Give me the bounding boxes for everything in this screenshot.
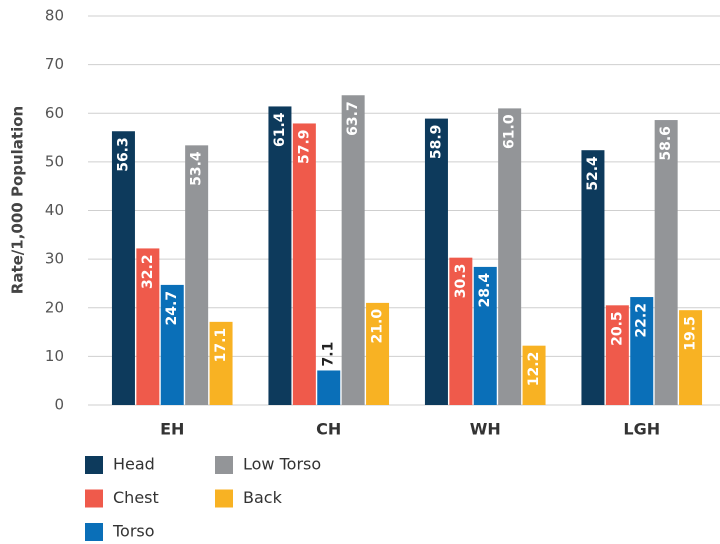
- bar: [268, 106, 292, 405]
- x-tick-label: WH: [470, 420, 501, 439]
- bar: [473, 266, 497, 405]
- value-label: 56.3: [115, 137, 131, 172]
- value-label: 58.6: [658, 126, 674, 161]
- value-label: 24.7: [164, 291, 180, 326]
- legend-label: Torso: [112, 522, 155, 541]
- value-label: 32.2: [140, 254, 156, 289]
- bar: [605, 305, 629, 405]
- value-label: 7.1: [321, 342, 337, 367]
- y-tick-label: 30: [45, 250, 64, 268]
- legend-swatch: [85, 523, 103, 541]
- bar: [136, 248, 160, 405]
- legend-label: Chest: [113, 488, 159, 507]
- value-label: 53.4: [189, 151, 205, 186]
- bar: [292, 123, 316, 406]
- y-tick-label: 20: [45, 298, 64, 316]
- x-tick-label: CH: [316, 420, 341, 439]
- value-label: 52.4: [585, 156, 601, 191]
- bar: [209, 321, 233, 405]
- bar: [160, 284, 184, 405]
- y-tick-label: 50: [45, 152, 64, 170]
- legend-swatch: [215, 489, 233, 508]
- value-label: 17.1: [213, 328, 229, 363]
- legend-label: Low Torso: [243, 455, 321, 474]
- value-label: 30.3: [453, 264, 469, 299]
- bar: [498, 108, 522, 405]
- x-tick-label: EH: [160, 420, 184, 439]
- bar: [449, 257, 473, 405]
- bar: [424, 118, 448, 405]
- x-tick-label: LGH: [623, 420, 660, 439]
- bar: [581, 150, 605, 405]
- bar: [185, 145, 209, 405]
- value-label: 21.0: [370, 309, 386, 344]
- bar: [522, 345, 546, 405]
- value-label: 63.7: [345, 101, 361, 136]
- legend-swatch: [85, 456, 103, 474]
- legend-swatch: [215, 456, 233, 474]
- bar: [679, 310, 703, 405]
- bar: [317, 370, 341, 405]
- value-label: 22.2: [634, 303, 650, 338]
- value-label: 61.0: [502, 114, 518, 149]
- legend-swatch: [85, 489, 103, 508]
- legend-label: Head: [113, 455, 155, 474]
- bar: [341, 95, 365, 405]
- value-label: 58.9: [428, 125, 444, 160]
- y-axis-label: Rate/1,000 Population: [9, 106, 27, 294]
- value-label: 19.5: [683, 316, 699, 351]
- bar: [366, 302, 390, 405]
- value-label: 61.4: [272, 112, 288, 147]
- value-label: 12.2: [526, 352, 542, 387]
- legend-label: Back: [243, 488, 283, 507]
- y-tick-label: 80: [45, 7, 64, 25]
- y-tick-label: 60: [45, 104, 64, 122]
- y-tick-label: 10: [45, 347, 64, 365]
- value-label: 20.5: [609, 311, 625, 346]
- bar: [630, 297, 654, 405]
- y-tick-label: 40: [45, 201, 64, 219]
- bar: [654, 120, 678, 406]
- bar: [111, 131, 135, 405]
- value-label: 28.4: [477, 273, 493, 308]
- value-label: 57.9: [296, 129, 312, 164]
- y-tick-label: 70: [45, 55, 64, 73]
- y-tick-label: 0: [54, 396, 64, 414]
